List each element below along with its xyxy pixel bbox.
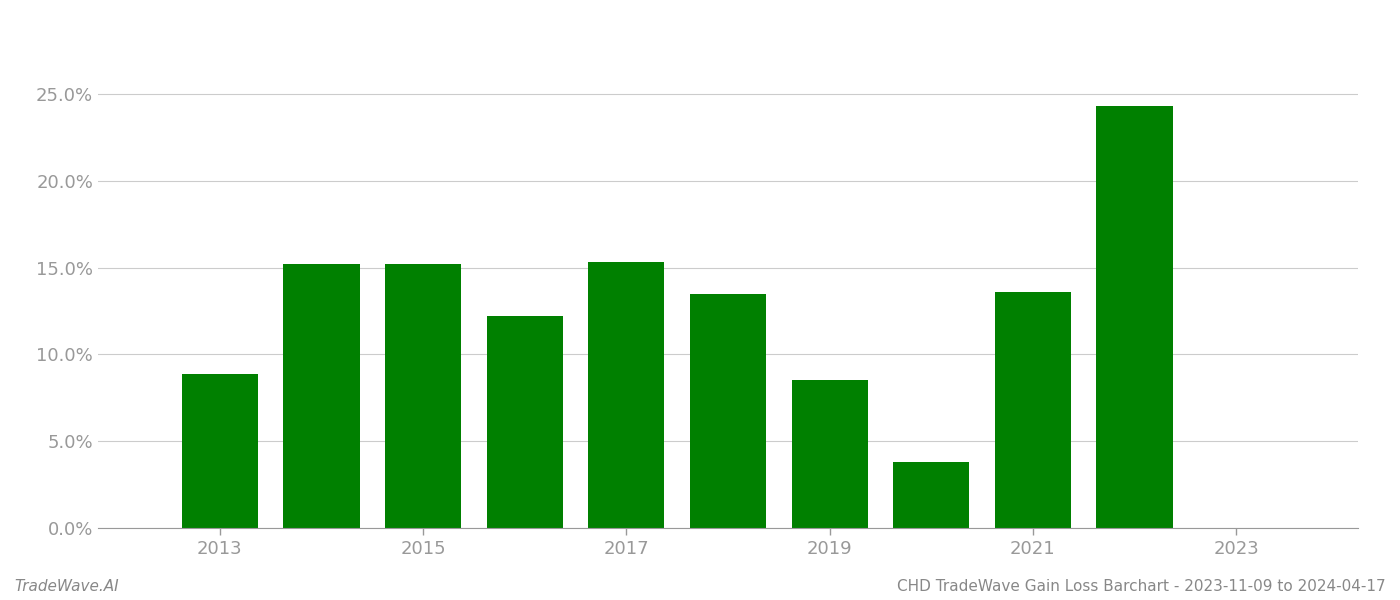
Bar bbox=[791, 380, 868, 528]
Bar bbox=[588, 262, 665, 528]
Text: TradeWave.AI: TradeWave.AI bbox=[14, 579, 119, 594]
Bar bbox=[385, 264, 461, 528]
Text: CHD TradeWave Gain Loss Barchart - 2023-11-09 to 2024-04-17: CHD TradeWave Gain Loss Barchart - 2023-… bbox=[897, 579, 1386, 594]
Bar bbox=[487, 316, 563, 528]
Bar bbox=[893, 462, 969, 528]
Bar bbox=[690, 293, 766, 528]
Bar bbox=[283, 264, 360, 528]
Bar bbox=[182, 374, 258, 528]
Bar bbox=[995, 292, 1071, 528]
Bar bbox=[1096, 106, 1173, 528]
